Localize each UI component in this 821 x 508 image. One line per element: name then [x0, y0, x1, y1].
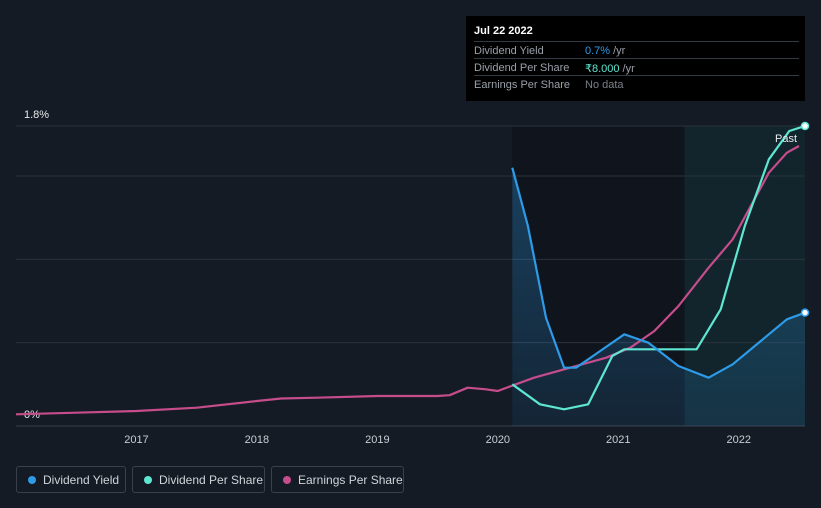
x-tick-label: 2018 [245, 434, 269, 446]
legend-label: Dividend Yield [43, 473, 120, 487]
x-tick-label: 2019 [365, 434, 389, 446]
legend-item-dividend-per-share[interactable]: Dividend Per Share [132, 466, 265, 493]
y-axis-max-label: 1.8% [24, 109, 49, 121]
x-tick-label: 2020 [486, 434, 510, 446]
x-tick-label: 2021 [606, 434, 630, 446]
tooltip-label: Dividend Yield [474, 45, 544, 57]
x-tick-label: 2022 [727, 434, 751, 446]
legend-item-earnings-per-share[interactable]: Earnings Per Share [271, 466, 404, 493]
tooltip-value: ₹8.000 [585, 63, 620, 75]
legend-label: Dividend Per Share [159, 473, 264, 487]
legend-dot-icon [144, 476, 152, 484]
past-label: Past [775, 133, 797, 145]
tooltip-row-dividend-per-share: Dividend Per Share ₹8.000/yr [474, 58, 799, 76]
legend-dot-icon [28, 476, 36, 484]
dividend-yield-line [511, 167, 806, 379]
tooltip-row-earnings-per-share: Earnings Per Share No data [474, 75, 799, 93]
tooltip-unit: /yr [613, 45, 626, 57]
tooltip-label: Earnings Per Share [474, 79, 570, 91]
legend-dot-icon [283, 476, 291, 484]
x-tick-label: 2017 [124, 434, 148, 446]
dividend-per-share-end-marker [800, 121, 810, 131]
tooltip: Jul 22 2022 Dividend Yield 0.7%/yr Divid… [466, 16, 805, 101]
tooltip-value: No data [585, 79, 624, 91]
tooltip-unit: /yr [622, 63, 635, 75]
dividend-per-share-line [511, 124, 806, 411]
tooltip-date: Jul 22 2022 [474, 25, 533, 37]
tooltip-label: Dividend Per Share [474, 62, 570, 74]
tooltip-row-dividend-yield: Dividend Yield 0.7%/yr [474, 41, 799, 59]
legend-item-dividend-yield[interactable]: Dividend Yield [16, 466, 126, 493]
y-axis-min-label: 0% [24, 409, 40, 421]
tooltip-value: 0.7% [585, 45, 611, 57]
dividend-yield-end-marker [800, 308, 810, 317]
earnings-per-share-line [15, 145, 800, 416]
legend-label: Earnings Per Share [298, 473, 403, 487]
